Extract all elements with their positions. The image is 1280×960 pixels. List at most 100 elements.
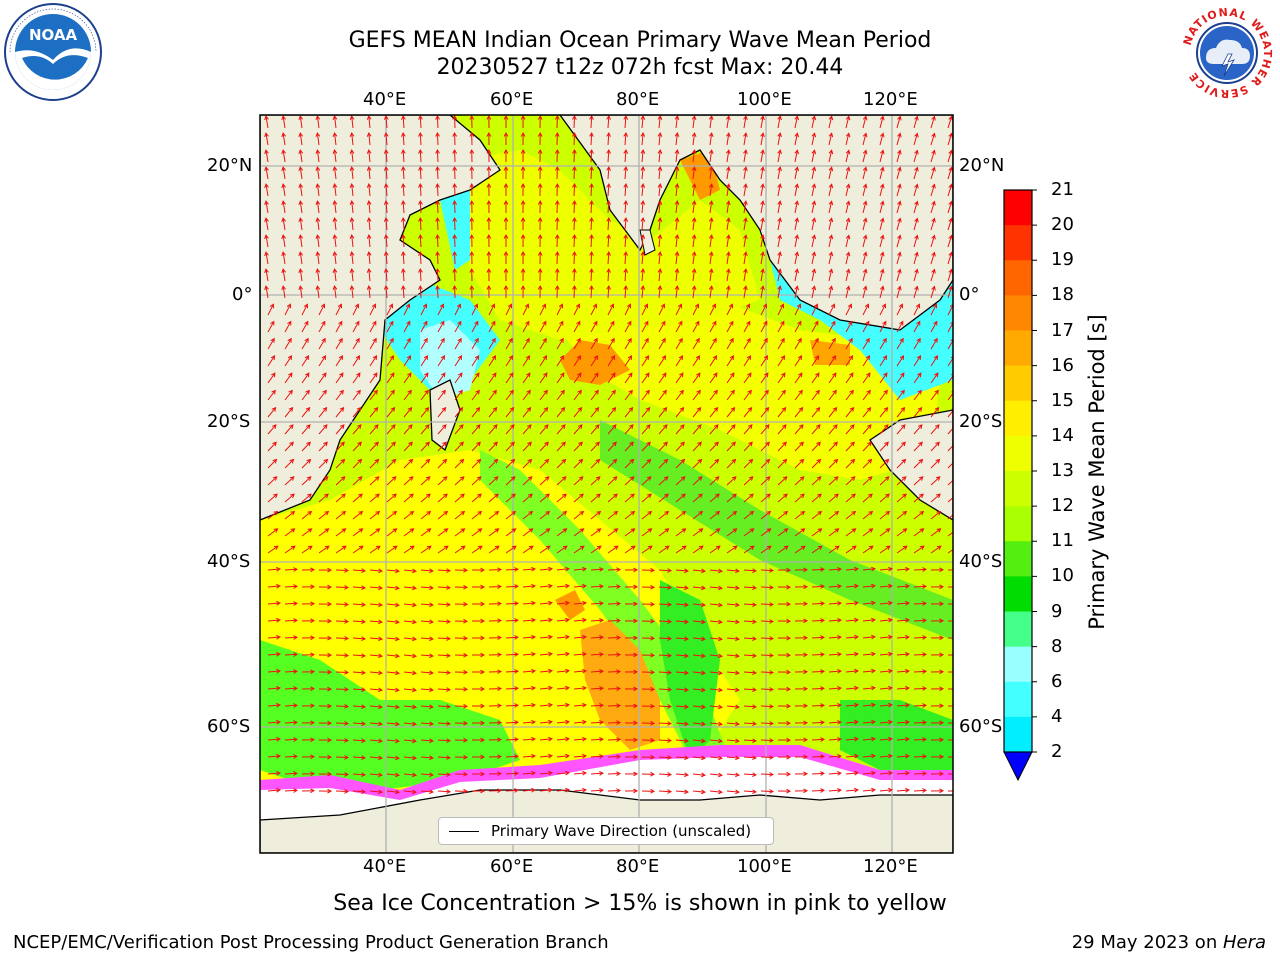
wave-direction-arrow [539, 753, 553, 759]
wave-direction-arrow [641, 545, 653, 554]
wave-direction-arrow [845, 268, 851, 282]
wave-direction-arrow [845, 337, 853, 350]
wave-direction-arrow [896, 617, 910, 623]
wave-direction-arrow [573, 545, 585, 554]
wave-direction-arrow [403, 510, 415, 520]
wave-direction-arrow [862, 355, 871, 367]
wave-direction-arrow [386, 372, 395, 384]
wave-direction-arrow [879, 617, 893, 623]
wave-direction-arrow [503, 284, 509, 299]
wave-direction-arrow [947, 442, 953, 452]
wave-direction-arrow [845, 583, 859, 589]
wave-direction-arrow [469, 250, 475, 265]
lat-label-right: 0° [959, 284, 980, 305]
wave-direction-arrow [794, 720, 809, 726]
wave-direction-arrow [369, 636, 383, 642]
wave-direction-arrow [794, 320, 802, 333]
wave-direction-arrow [777, 584, 792, 590]
wave-direction-arrow [675, 528, 687, 537]
wave-direction-arrow [879, 441, 889, 452]
wave-direction-arrow [606, 216, 611, 231]
wave-direction-arrow [349, 251, 355, 265]
wave-direction-arrow [691, 166, 697, 180]
wave-direction-arrow [386, 545, 398, 554]
wave-direction-arrow [913, 268, 919, 282]
wave-direction-arrow [743, 568, 758, 574]
wave-direction-arrow [589, 182, 594, 197]
wave-direction-arrow [777, 251, 782, 265]
wave-direction-arrow [454, 754, 469, 760]
wave-direction-arrow [403, 670, 417, 676]
wave-direction-arrow [692, 636, 706, 642]
wave-direction-arrow [691, 234, 697, 248]
wave-direction-arrow [675, 303, 683, 316]
wave-direction-arrow [862, 545, 874, 554]
wave-direction-arrow [369, 406, 379, 418]
wave-direction-arrow [556, 424, 566, 435]
wave-direction-arrow [708, 268, 714, 282]
wave-direction-arrow [352, 372, 361, 384]
wave-direction-arrow [437, 406, 447, 418]
wave-direction-arrow [845, 389, 854, 401]
wave-direction-arrow [486, 131, 492, 146]
wave-direction-arrow [862, 285, 868, 299]
wave-direction-arrow [708, 115, 714, 129]
wave-direction-arrow [573, 476, 584, 486]
wave-direction-arrow [435, 115, 440, 129]
wave-direction-arrow [267, 303, 275, 316]
wave-direction-arrow [539, 510, 551, 520]
wave-direction-arrow [554, 267, 560, 282]
wave-direction-arrow [386, 789, 400, 795]
wave-direction-arrow [556, 320, 564, 333]
wave-direction-arrow [828, 634, 843, 640]
wave-direction-arrow [743, 372, 752, 384]
wave-direction-arrow [505, 389, 514, 401]
wave-direction-arrow [420, 568, 434, 574]
wave-direction-arrow [486, 182, 492, 197]
wave-direction-arrow [335, 687, 350, 692]
wave-direction-arrow [298, 115, 304, 129]
wave-direction-arrow [947, 620, 953, 622]
wave-direction-arrow [522, 493, 533, 503]
wave-direction-arrow [692, 320, 700, 333]
wave-direction-arrow [947, 183, 953, 197]
wave-direction-arrow [537, 199, 543, 214]
wave-direction-arrow [845, 166, 851, 180]
wave-direction-arrow [590, 320, 598, 333]
wave-direction-arrow [539, 787, 553, 793]
wave-direction-arrow [657, 217, 663, 231]
wave-direction-arrow [709, 389, 718, 401]
wave-direction-arrow [522, 634, 536, 640]
wave-direction-arrow [777, 285, 782, 299]
wave-direction-arrow [452, 250, 458, 265]
wave-direction-arrow [845, 685, 859, 691]
wave-direction-arrow [488, 510, 500, 520]
wave-direction-arrow [469, 182, 475, 197]
wave-direction-arrow [879, 787, 893, 793]
wave-direction-arrow [284, 635, 299, 640]
wave-direction-arrow [554, 165, 560, 180]
wave-direction-arrow [640, 200, 646, 214]
wave-direction-arrow [401, 216, 406, 231]
wave-direction-arrow [862, 493, 873, 503]
wave-direction-arrow [403, 568, 417, 574]
wave-direction-arrow [454, 355, 463, 367]
wave-direction-arrow [930, 476, 941, 486]
wave-direction-arrow [572, 182, 577, 197]
wave-direction-arrow [845, 406, 855, 418]
wave-direction-arrow [794, 115, 800, 129]
wave-direction-arrow [811, 320, 819, 333]
wave-direction-arrow [452, 267, 458, 282]
wave-direction-arrow [947, 569, 953, 571]
wave-direction-arrow [777, 788, 792, 794]
wave-direction-arrow [352, 568, 367, 573]
wave-direction-arrow [913, 320, 921, 333]
wave-direction-arrow [913, 115, 919, 129]
wave-direction-arrow [590, 601, 605, 606]
wave-direction-arrow [743, 789, 758, 795]
wave-direction-arrow [879, 217, 885, 231]
wave-direction-arrow [743, 251, 748, 265]
wave-direction-arrow [811, 389, 820, 401]
wave-direction-arrow [607, 788, 622, 793]
wave-direction-arrow [845, 355, 854, 367]
